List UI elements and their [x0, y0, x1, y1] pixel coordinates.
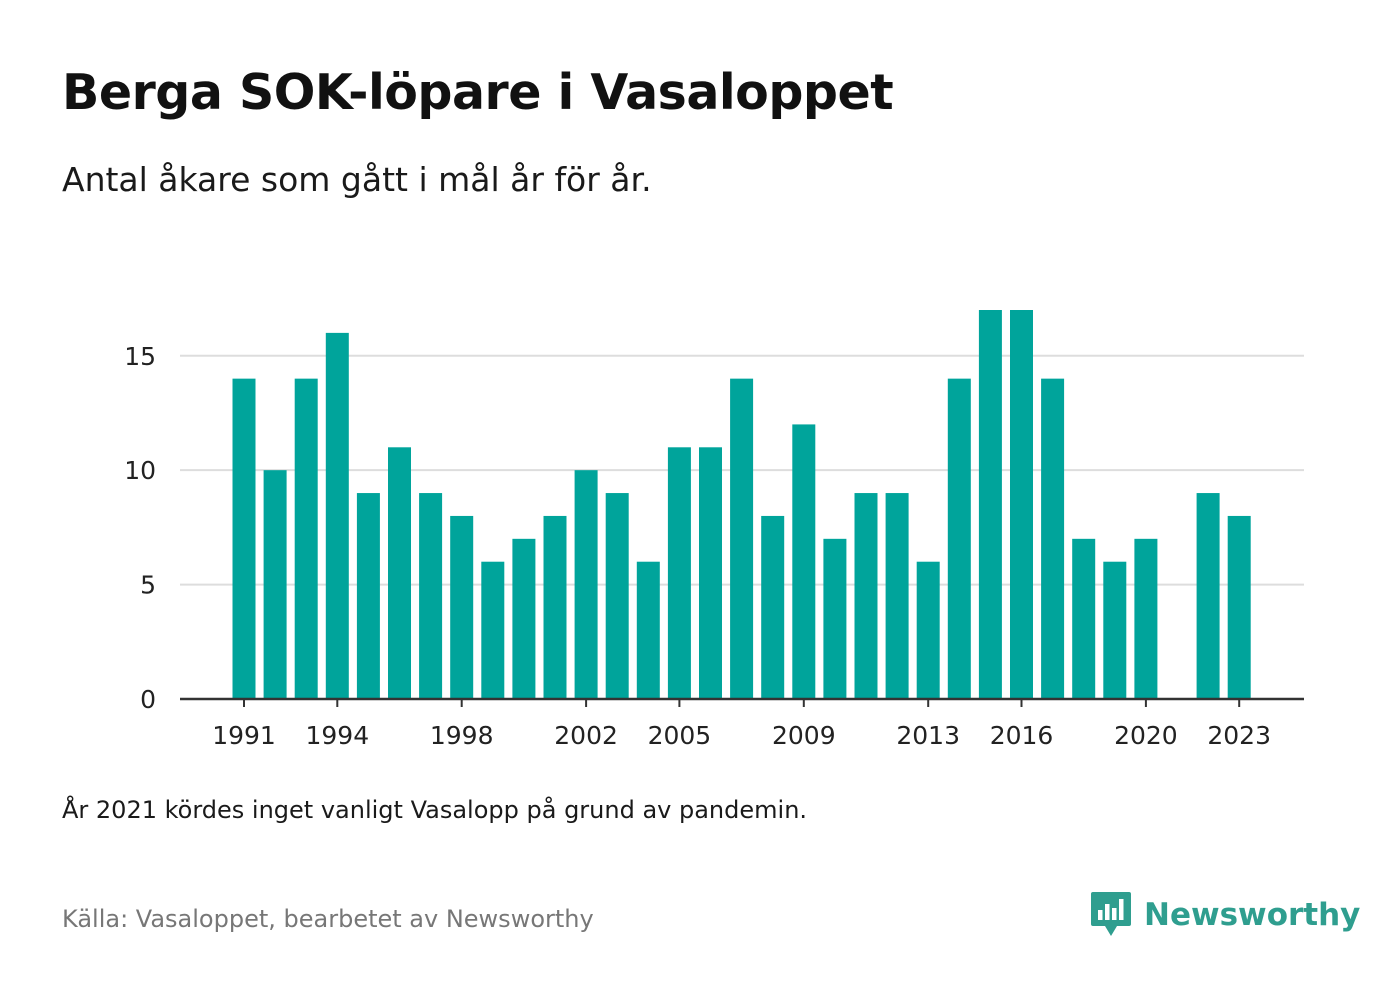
axes: 0 5 10 15 1991 1994 1998 2002 2005 2009 2013 2016 20…	[124, 342, 1304, 750]
brand-logo: Newsworthy	[1090, 890, 1360, 940]
bar-1991	[232, 378, 256, 699]
newsworthy-logo-icon	[1091, 892, 1131, 936]
bar-2017	[1041, 378, 1065, 699]
bar-2022	[1196, 493, 1220, 699]
bar-2005	[667, 447, 691, 699]
footnote: År 2021 kördes inget vanligt Vasalopp på…	[62, 796, 808, 824]
bar-2002	[574, 470, 598, 699]
y-tick-label: 15	[124, 342, 156, 371]
bar-2004	[636, 561, 660, 699]
bar-2015	[978, 310, 1002, 699]
bar-1996	[388, 447, 411, 699]
chart-title: Berga SOK-löpare i Vasaloppet	[62, 64, 894, 121]
x-tick-label: 2016	[990, 721, 1054, 750]
bar-2008	[761, 515, 785, 699]
chart-subtitle: Antal åkare som gått i mål år för år.	[62, 160, 652, 199]
bars	[232, 310, 1251, 699]
x-tick-label: 2023	[1207, 721, 1271, 750]
bar-2013	[916, 561, 940, 699]
bar-2019	[1103, 561, 1127, 699]
bar-2003	[605, 493, 629, 699]
x-tick-label: 1991	[212, 721, 276, 750]
bar-1994	[325, 332, 349, 699]
bar-1998	[450, 515, 474, 699]
bar-2018	[1072, 538, 1096, 699]
bar-2009	[792, 424, 816, 699]
bar-2014	[947, 378, 971, 699]
x-tick-label: 1994	[305, 721, 369, 750]
bar-2010	[823, 538, 847, 699]
bar-2016	[1010, 310, 1033, 699]
x-tick-label: 2005	[648, 721, 712, 750]
bar-2023	[1227, 515, 1251, 699]
bar-1997	[419, 493, 443, 699]
bar-2007	[730, 378, 754, 699]
bar-1992	[263, 470, 287, 699]
x-tick-label: 1998	[430, 721, 494, 750]
bar-2006	[699, 447, 722, 699]
y-tick-label: 5	[140, 571, 156, 600]
x-tick-label: 2002	[554, 721, 618, 750]
brand-name: Newsworthy	[1144, 897, 1361, 933]
bar-2000	[512, 538, 536, 699]
bar-2011	[854, 493, 878, 699]
source-text: Källa: Vasaloppet, bearbetet av Newswort…	[62, 905, 594, 933]
x-tick-label: 2020	[1114, 721, 1178, 750]
bar-1999	[481, 561, 505, 699]
bar-2001	[543, 515, 567, 699]
x-tick-label: 2009	[772, 721, 836, 750]
y-tick-label: 10	[124, 456, 156, 485]
bar-2020	[1134, 538, 1158, 699]
bar-1995	[356, 493, 380, 699]
y-tick-label: 0	[140, 685, 156, 714]
bar-2012	[885, 493, 909, 699]
x-tick-label: 2013	[896, 721, 960, 750]
bar-1993	[294, 378, 318, 699]
